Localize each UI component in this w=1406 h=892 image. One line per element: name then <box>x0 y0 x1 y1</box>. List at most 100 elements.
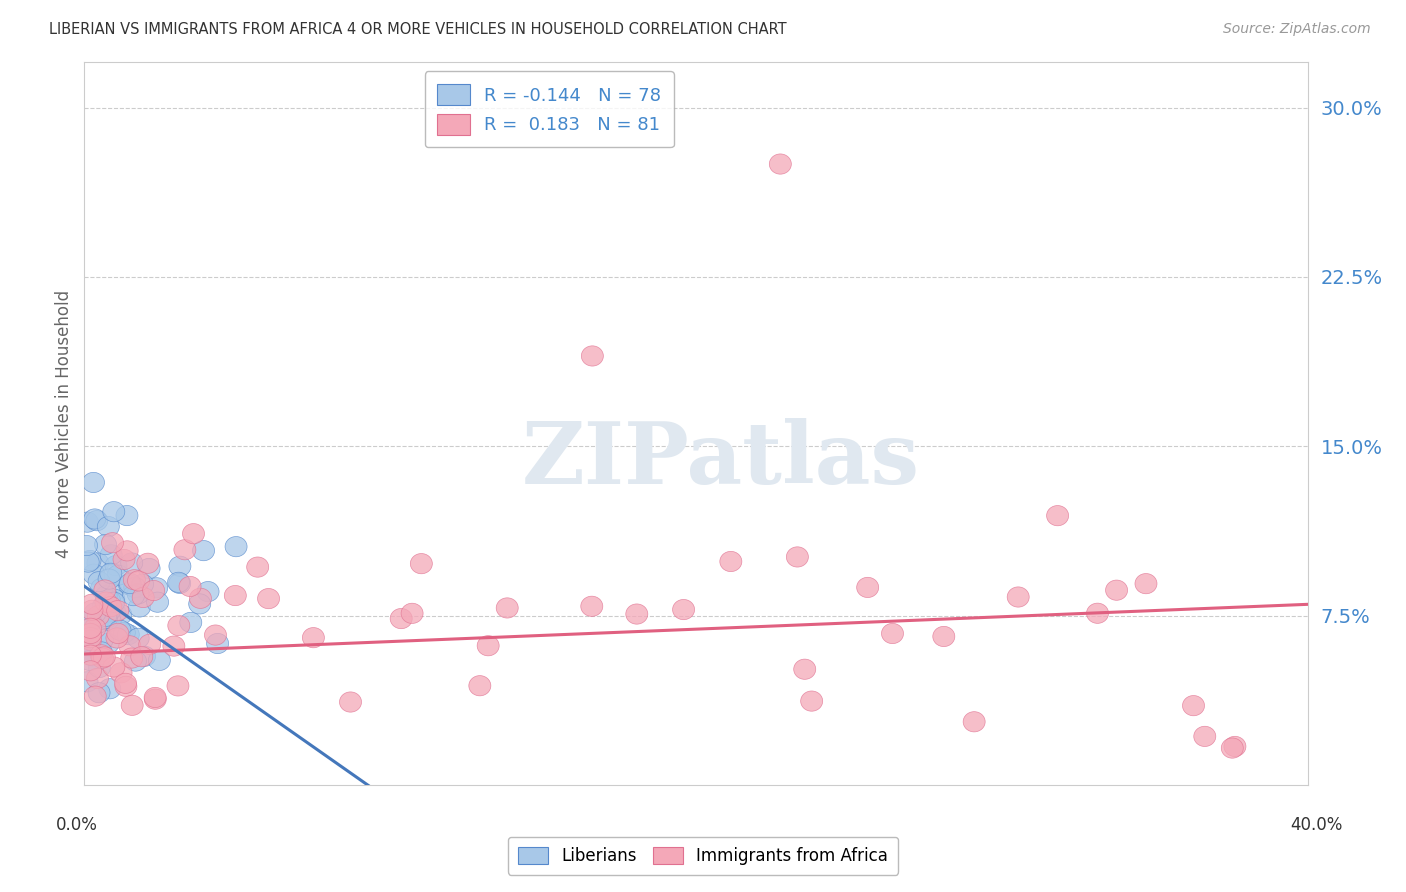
Ellipse shape <box>90 645 112 665</box>
Ellipse shape <box>93 596 114 616</box>
Ellipse shape <box>132 587 155 607</box>
Ellipse shape <box>197 582 219 602</box>
Ellipse shape <box>91 648 114 668</box>
Ellipse shape <box>98 679 121 698</box>
Ellipse shape <box>204 625 226 645</box>
Ellipse shape <box>114 623 135 643</box>
Ellipse shape <box>121 695 143 715</box>
Ellipse shape <box>626 604 648 624</box>
Ellipse shape <box>105 628 128 648</box>
Ellipse shape <box>79 610 101 631</box>
Ellipse shape <box>110 620 131 640</box>
Ellipse shape <box>87 606 110 626</box>
Ellipse shape <box>339 692 361 712</box>
Ellipse shape <box>90 578 112 599</box>
Ellipse shape <box>1007 587 1029 607</box>
Ellipse shape <box>96 592 117 612</box>
Ellipse shape <box>169 574 191 593</box>
Ellipse shape <box>581 596 603 616</box>
Ellipse shape <box>134 646 156 666</box>
Ellipse shape <box>120 574 141 593</box>
Ellipse shape <box>963 712 986 732</box>
Ellipse shape <box>80 661 101 681</box>
Ellipse shape <box>91 609 114 630</box>
Ellipse shape <box>76 643 98 663</box>
Ellipse shape <box>193 541 215 561</box>
Ellipse shape <box>794 659 815 680</box>
Ellipse shape <box>84 603 105 624</box>
Ellipse shape <box>581 346 603 366</box>
Ellipse shape <box>100 545 122 565</box>
Ellipse shape <box>139 634 160 655</box>
Ellipse shape <box>496 598 519 618</box>
Ellipse shape <box>932 626 955 647</box>
Ellipse shape <box>97 516 120 537</box>
Ellipse shape <box>142 581 165 600</box>
Ellipse shape <box>103 592 125 613</box>
Ellipse shape <box>391 608 412 629</box>
Ellipse shape <box>75 625 97 646</box>
Ellipse shape <box>91 603 114 624</box>
Ellipse shape <box>1135 574 1157 594</box>
Ellipse shape <box>86 510 108 531</box>
Ellipse shape <box>114 673 136 693</box>
Ellipse shape <box>98 569 120 590</box>
Ellipse shape <box>146 578 167 598</box>
Ellipse shape <box>149 650 170 671</box>
Ellipse shape <box>80 627 101 648</box>
Ellipse shape <box>80 624 101 644</box>
Ellipse shape <box>101 599 122 619</box>
Ellipse shape <box>145 688 166 707</box>
Ellipse shape <box>1105 580 1128 600</box>
Ellipse shape <box>188 594 211 614</box>
Ellipse shape <box>76 512 98 533</box>
Ellipse shape <box>89 682 110 703</box>
Ellipse shape <box>83 473 104 492</box>
Ellipse shape <box>94 580 115 600</box>
Ellipse shape <box>207 633 229 654</box>
Ellipse shape <box>103 501 125 522</box>
Ellipse shape <box>82 646 103 666</box>
Ellipse shape <box>110 605 132 624</box>
Ellipse shape <box>882 624 904 644</box>
Ellipse shape <box>84 686 107 706</box>
Ellipse shape <box>800 691 823 711</box>
Ellipse shape <box>1194 726 1216 747</box>
Ellipse shape <box>190 588 211 608</box>
Ellipse shape <box>93 647 115 667</box>
Ellipse shape <box>1182 696 1205 715</box>
Ellipse shape <box>672 599 695 620</box>
Ellipse shape <box>124 570 145 590</box>
Ellipse shape <box>94 607 117 626</box>
Ellipse shape <box>110 663 132 683</box>
Ellipse shape <box>125 651 146 671</box>
Ellipse shape <box>79 550 101 571</box>
Ellipse shape <box>127 628 149 648</box>
Ellipse shape <box>96 602 118 623</box>
Ellipse shape <box>118 574 141 595</box>
Ellipse shape <box>107 624 129 643</box>
Text: ZIPatlas: ZIPatlas <box>522 417 920 502</box>
Ellipse shape <box>121 553 143 573</box>
Ellipse shape <box>124 577 146 598</box>
Ellipse shape <box>98 602 120 622</box>
Ellipse shape <box>127 583 149 604</box>
Legend: R = -0.144   N = 78, R =  0.183   N = 81: R = -0.144 N = 78, R = 0.183 N = 81 <box>425 71 673 147</box>
Ellipse shape <box>117 541 138 561</box>
Ellipse shape <box>80 594 103 615</box>
Ellipse shape <box>98 591 121 610</box>
Ellipse shape <box>1046 506 1069 525</box>
Ellipse shape <box>145 690 166 709</box>
Ellipse shape <box>86 614 108 634</box>
Ellipse shape <box>246 557 269 577</box>
Ellipse shape <box>86 668 108 689</box>
Ellipse shape <box>100 597 122 616</box>
Ellipse shape <box>100 563 122 583</box>
Ellipse shape <box>411 554 433 574</box>
Ellipse shape <box>179 576 201 597</box>
Ellipse shape <box>122 585 145 606</box>
Ellipse shape <box>101 582 122 603</box>
Ellipse shape <box>76 535 97 556</box>
Ellipse shape <box>105 556 127 575</box>
Legend: Liberians, Immigrants from Africa: Liberians, Immigrants from Africa <box>508 837 898 875</box>
